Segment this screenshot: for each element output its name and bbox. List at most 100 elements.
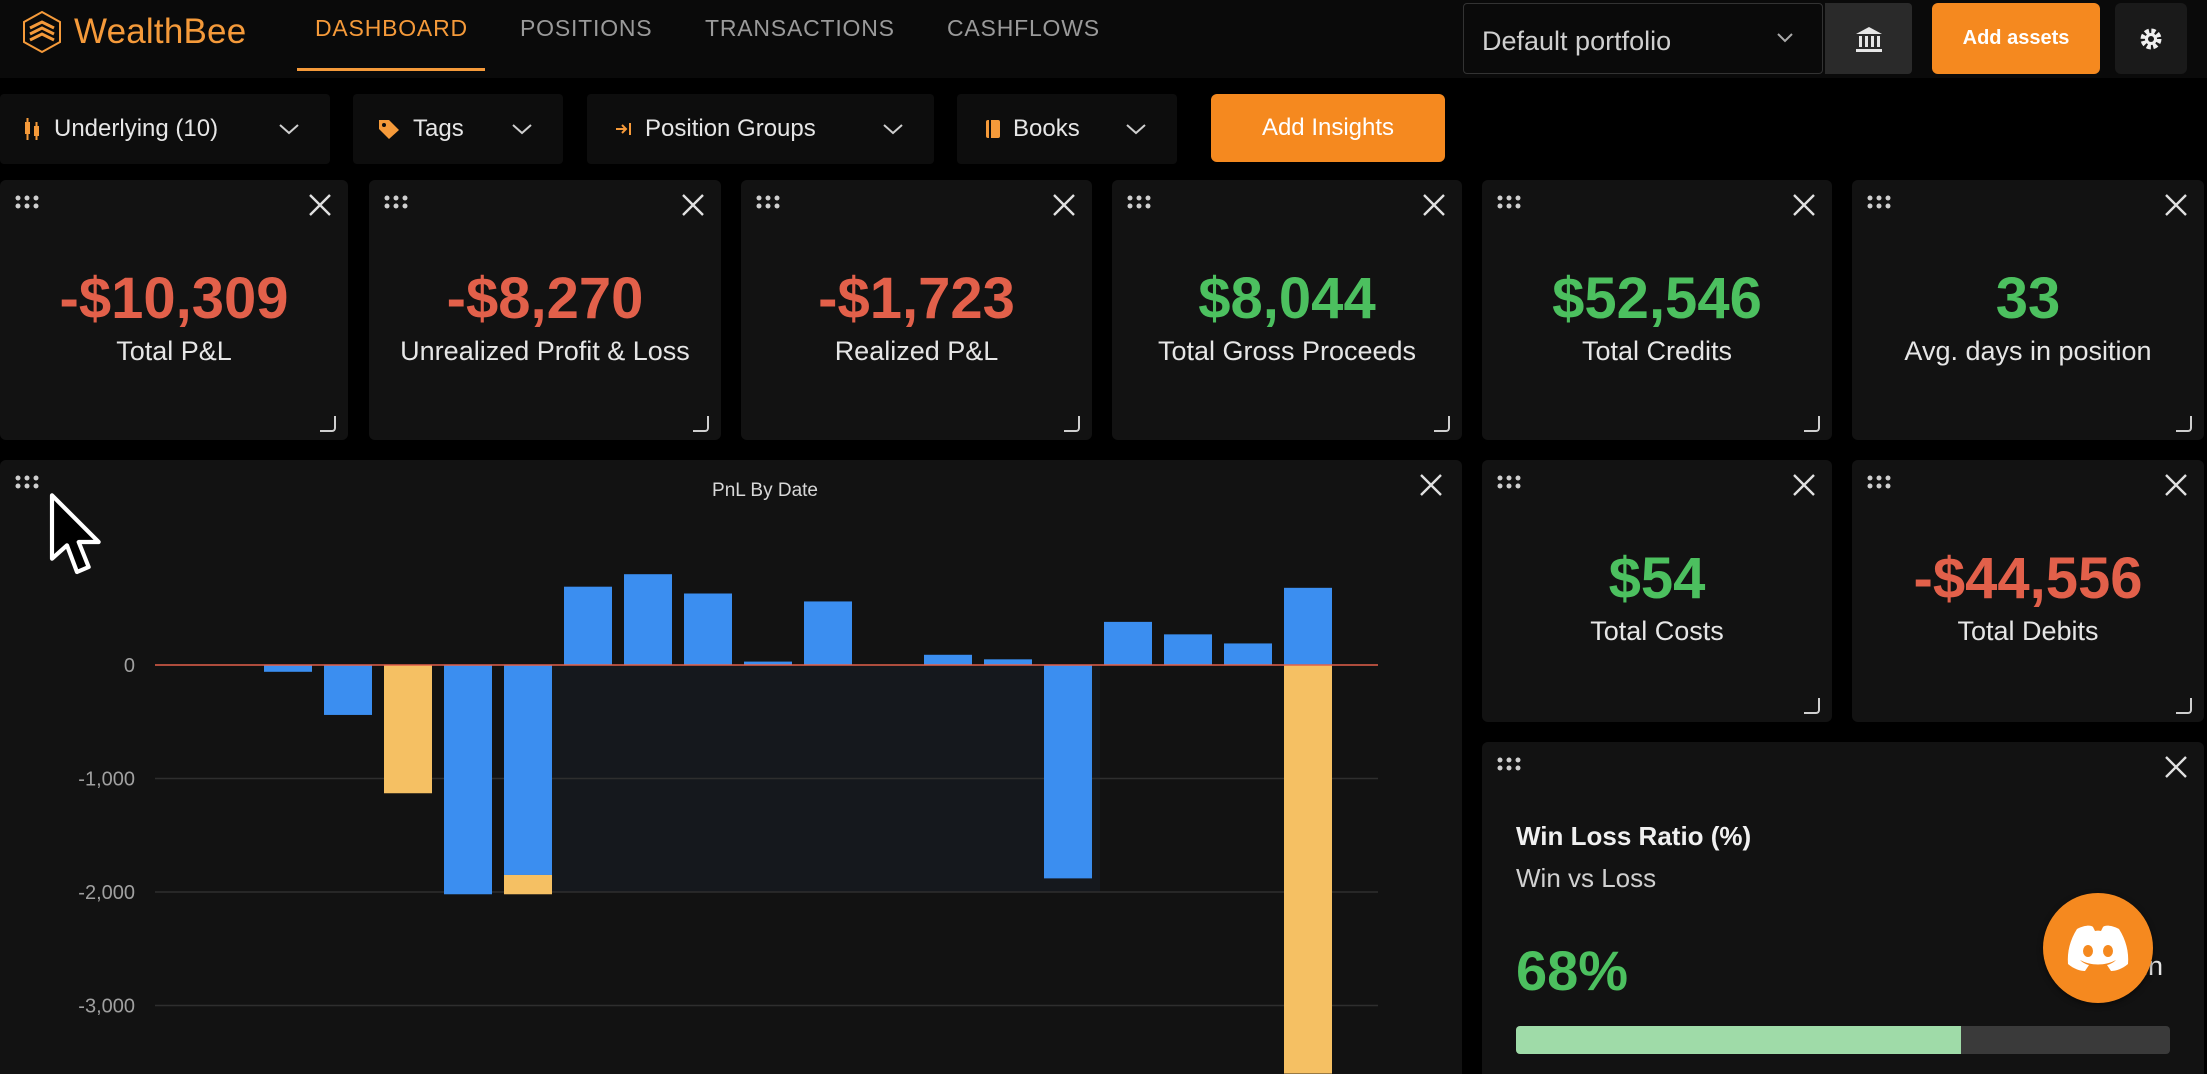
resize-handle[interactable] <box>1064 416 1080 432</box>
close-icon[interactable] <box>1051 192 1077 218</box>
close-icon[interactable] <box>1421 192 1447 218</box>
close-icon[interactable] <box>2163 754 2189 780</box>
portfolio-select[interactable]: Default portfolio <box>1463 3 1823 74</box>
chart-bar[interactable] <box>804 601 852 665</box>
close-icon[interactable] <box>307 192 333 218</box>
chart-bar[interactable] <box>1164 634 1212 665</box>
resize-handle[interactable] <box>1804 416 1820 432</box>
chart-bar[interactable] <box>1284 665 1332 1074</box>
drag-handle-icon[interactable] <box>1497 475 1521 491</box>
bank-button[interactable] <box>1825 3 1912 74</box>
tab-positions[interactable]: POSITIONS <box>520 15 653 41</box>
drag-handle-icon[interactable] <box>1497 757 1521 773</box>
add-assets-button[interactable]: Add assets <box>1932 3 2100 74</box>
book-icon <box>985 119 1001 139</box>
drag-handle-icon[interactable] <box>384 195 408 211</box>
top-bar: WealthBee DASHBOARD POSITIONS TRANSACTIO… <box>0 0 2207 78</box>
position-groups-filter[interactable]: Position Groups <box>587 94 934 164</box>
chart-bar[interactable] <box>504 874 552 895</box>
add-insights-button[interactable]: Add Insights <box>1211 94 1445 162</box>
chart-bar[interactable] <box>444 665 492 895</box>
chart-bar[interactable] <box>744 661 792 665</box>
chart-bar[interactable] <box>1224 643 1272 665</box>
chart-bar[interactable] <box>1104 621 1152 665</box>
metric-card-avg-days: 33 Avg. days in position <box>1852 180 2204 440</box>
resize-handle[interactable] <box>693 416 709 432</box>
drag-handle-icon[interactable] <box>1497 195 1521 211</box>
y-tick-label: -1,000 <box>78 769 135 791</box>
chevron-down-icon <box>883 124 903 135</box>
metric-card-total-pnl: -$10,309 Total P&L <box>0 180 348 440</box>
metric-label: Total Credits <box>1581 336 1733 366</box>
chevron-down-icon <box>1126 124 1146 135</box>
position-groups-filter-label: Position Groups <box>645 115 816 142</box>
metric-card-total-debits: -$44,556 Total Debits <box>1852 460 2204 722</box>
logo[interactable]: WealthBee <box>18 8 246 56</box>
y-tick-label: 0 <box>124 655 135 677</box>
metric-label: Total Debits <box>1957 616 2099 646</box>
close-icon[interactable] <box>1791 472 1817 498</box>
tab-cashflows[interactable]: CASHFLOWS <box>947 15 1100 41</box>
chart-bar[interactable] <box>324 665 372 715</box>
resize-handle[interactable] <box>1804 698 1820 714</box>
tab-dashboard[interactable]: DASHBOARD <box>315 15 468 41</box>
chart-bar[interactable] <box>1044 665 1092 879</box>
resize-handle[interactable] <box>320 416 336 432</box>
chart-bar[interactable] <box>264 665 312 672</box>
win-progress-fill <box>1516 1026 1961 1054</box>
chart-bar[interactable] <box>564 586 612 665</box>
close-icon[interactable] <box>680 192 706 218</box>
metric-label: Realized P&L <box>834 336 999 366</box>
tab-transactions[interactable]: TRANSACTIONS <box>705 15 895 41</box>
metric-card-realized-pnl: -$1,723 Realized P&L <box>741 180 1092 440</box>
metric-value: 33 <box>1995 266 2061 331</box>
chart-title: PnL By Date <box>712 480 818 501</box>
tags-filter[interactable]: Tags <box>353 94 563 164</box>
close-icon[interactable] <box>1418 472 1444 498</box>
metric-card-gross-proceeds: $8,044 Total Gross Proceeds <box>1112 180 1462 440</box>
bank-icon <box>1855 26 1882 52</box>
drag-handle-icon[interactable] <box>1867 475 1891 491</box>
drag-handle-icon[interactable] <box>756 195 780 211</box>
y-tick-label: -2,000 <box>78 882 135 904</box>
close-icon[interactable] <box>1791 192 1817 218</box>
portfolio-select-value: Default portfolio <box>1482 26 1672 56</box>
resize-handle[interactable] <box>2176 698 2192 714</box>
drag-handle-icon[interactable] <box>15 475 39 491</box>
underlying-filter[interactable]: Underlying (10) <box>0 94 330 164</box>
metric-label: Total Gross Proceeds <box>1157 336 1417 366</box>
chevron-down-icon <box>279 124 299 135</box>
chart-bar[interactable] <box>684 593 732 665</box>
metric-card-total-credits: $52,546 Total Credits <box>1482 180 1832 440</box>
metric-label: Avg. days in position <box>1904 336 2152 366</box>
tags-filter-label: Tags <box>413 115 464 142</box>
close-icon[interactable] <box>2163 472 2189 498</box>
close-icon[interactable] <box>2163 192 2189 218</box>
chart-bar[interactable] <box>624 574 672 665</box>
metric-label: Total P&L <box>116 336 232 366</box>
resize-handle[interactable] <box>2176 416 2192 432</box>
candlestick-icon <box>22 118 42 140</box>
win-loss-subtitle: Win vs Loss <box>1516 863 1657 893</box>
chart-bar[interactable] <box>504 665 552 875</box>
resize-handle[interactable] <box>1434 416 1450 432</box>
active-tab-indicator <box>297 68 485 71</box>
chart-bar[interactable] <box>924 654 972 665</box>
metric-value: -$1,723 <box>818 266 1015 331</box>
metric-value: $52,546 <box>1552 266 1762 331</box>
settings-button[interactable] <box>2115 3 2187 74</box>
metric-card-unrealized-pnl: -$8,270 Unrealized Profit & Loss <box>369 180 721 440</box>
books-filter-label: Books <box>1013 115 1080 142</box>
drag-handle-icon[interactable] <box>1127 195 1151 211</box>
books-filter[interactable]: Books <box>957 94 1177 164</box>
discord-chat-button[interactable] <box>2043 893 2153 1003</box>
drag-handle-icon[interactable] <box>1867 195 1891 211</box>
chart-bar[interactable] <box>384 665 432 794</box>
win-percentage: 68% <box>1516 939 1629 1002</box>
chart-bar[interactable] <box>984 659 1032 665</box>
metric-card-total-costs: $54 Total Costs <box>1482 460 1832 722</box>
drag-handle-icon[interactable] <box>15 195 39 211</box>
y-tick-label: -3,000 <box>78 996 135 1018</box>
underlying-filter-label: Underlying (10) <box>54 115 219 142</box>
chart-bar[interactable] <box>1284 587 1332 665</box>
